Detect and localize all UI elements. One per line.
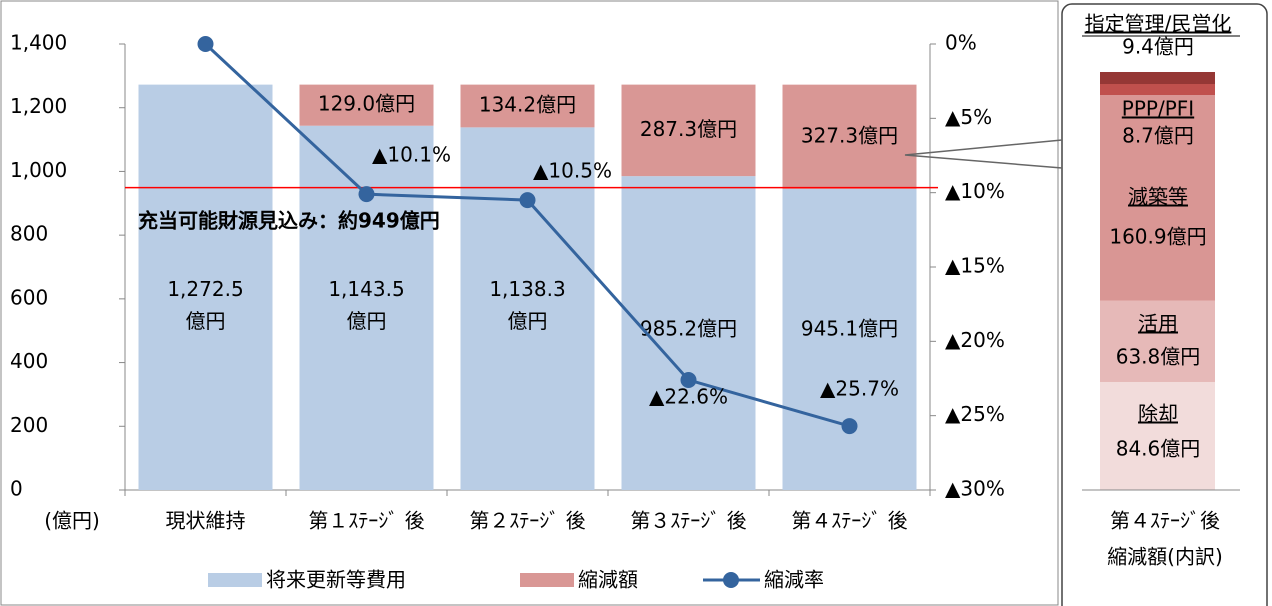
y-tick-label: 1,000 — [10, 158, 67, 182]
breakdown-segment — [1100, 95, 1215, 301]
y2-tick-label: ▲10% — [945, 179, 1005, 203]
y-tick-label: 0 — [10, 477, 23, 501]
y-tick-label: 1,200 — [10, 94, 67, 118]
line-point — [358, 186, 375, 203]
y-tick-label: 600 — [10, 285, 48, 309]
line-label: ▲25.7% — [820, 377, 899, 401]
breakdown-name: 活用 — [1138, 312, 1178, 336]
x-tick-label: 現状維持 — [166, 509, 246, 533]
y2-tick-label: ▲25% — [945, 402, 1005, 426]
legend-swatch — [208, 573, 262, 587]
y-tick-label: 200 — [10, 413, 48, 437]
y-tick-label: 400 — [10, 349, 48, 373]
bar-label: 134.2億円 — [479, 92, 576, 116]
breakdown-value: 63.8億円 — [1116, 345, 1201, 369]
chart-frame — [0, 0, 1059, 606]
breakdown-name: 指定管理/民営化 — [1085, 12, 1232, 36]
line-point — [197, 36, 214, 52]
bar-label: 985.2億円 — [640, 317, 737, 341]
x-tick-label: 第４ｽﾃｰｼﾞ 後 — [791, 509, 907, 533]
y2-tick-label: ▲5% — [945, 105, 992, 129]
line-point — [680, 371, 697, 388]
line-label: ▲22.6% — [649, 384, 728, 408]
legend-label: 将来更新等費用 — [266, 568, 406, 592]
x-tick-label: 第３ｽﾃｰｼﾞ 後 — [630, 509, 746, 533]
x-tick-label: 第１ｽﾃｰｼﾞ 後 — [308, 509, 424, 533]
breakdown-value: 8.7億円 — [1122, 124, 1194, 148]
breakdown-name: 減築等 — [1128, 185, 1188, 209]
breakdown-segment — [1100, 72, 1215, 85]
line-point — [841, 418, 858, 435]
breakdown-segment — [1100, 300, 1215, 382]
bar-label: 327.3億円 — [801, 123, 898, 147]
bar-label: 1,143.5 億円 — [328, 277, 404, 333]
legend-label: 縮減率 — [764, 568, 824, 592]
y-tick-label: 800 — [10, 222, 48, 246]
line-point — [519, 192, 536, 209]
breakdown-segment — [1100, 381, 1215, 490]
breakdown-category: 縮減額(内訳) — [1107, 545, 1223, 569]
y-unit-label: (億円) — [44, 509, 100, 533]
bar — [621, 176, 756, 490]
bar — [299, 84, 434, 126]
y-tick-label: 1,400 — [10, 31, 67, 55]
y2-tick-label: ▲15% — [945, 254, 1005, 278]
bar — [621, 84, 756, 177]
legend-label: 縮減額 — [578, 568, 638, 592]
bar-label: 945.1億円 — [801, 317, 898, 341]
bar-label: 1,138.3 億円 — [489, 277, 565, 333]
breakdown-value: 160.9億円 — [1109, 225, 1206, 249]
breakdown-segment — [1100, 84, 1215, 96]
legend-swatch — [520, 573, 574, 587]
bar — [460, 84, 595, 128]
y2-tick-label: 0% — [945, 31, 977, 55]
bar — [782, 188, 917, 490]
legend-swatch — [723, 572, 739, 588]
line-label: ▲10.1% — [372, 143, 451, 167]
bar-label: 287.3億円 — [640, 117, 737, 141]
bar — [138, 84, 273, 490]
reference-label: 充当可能財源見込み：約949億円 — [138, 209, 440, 233]
breakdown-value: 84.6億円 — [1116, 437, 1201, 461]
breakdown-name: PPP/PFI — [1122, 97, 1194, 121]
bar-label: 1,272.5 億円 — [167, 277, 243, 333]
line-label: ▲10.5% — [533, 159, 612, 183]
bar-label: 129.0億円 — [318, 92, 415, 116]
y2-tick-label: ▲30% — [945, 477, 1005, 501]
breakdown-category: 第４ｽﾃｰｼﾞ後 — [1110, 509, 1220, 533]
y2-tick-label: ▲20% — [945, 328, 1005, 352]
breakdown-name: 除却 — [1138, 402, 1178, 426]
x-tick-label: 第２ｽﾃｰｼﾞ 後 — [469, 509, 585, 533]
bar — [782, 84, 917, 189]
breakdown-value: 9.4億円 — [1122, 35, 1194, 59]
callout — [904, 139, 1063, 169]
